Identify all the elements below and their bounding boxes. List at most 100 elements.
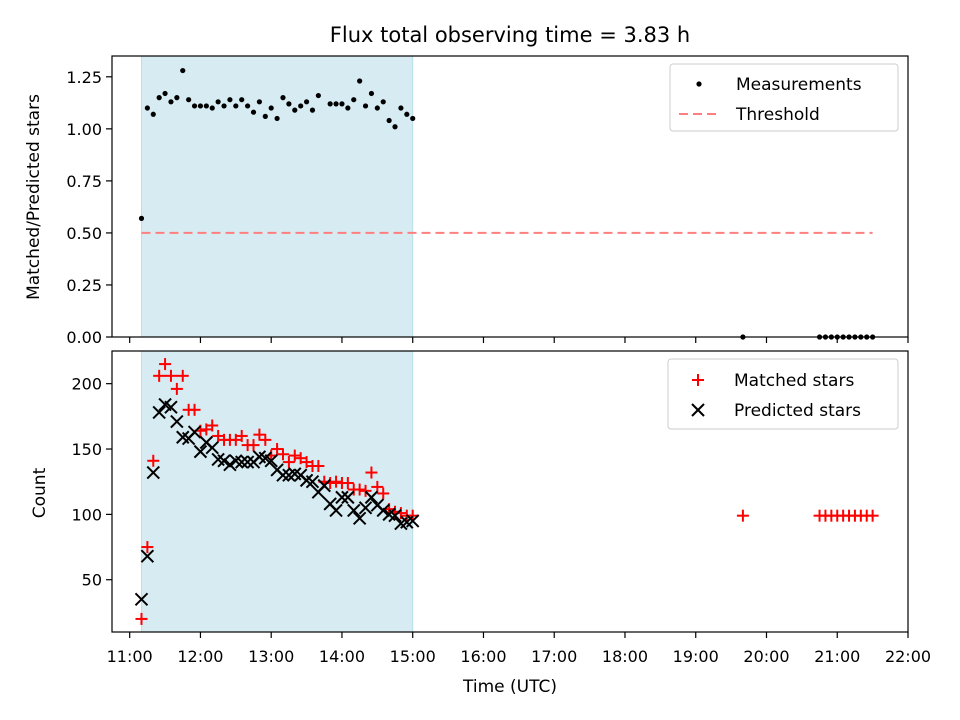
top-y-tick-label: 1.00 xyxy=(66,120,102,139)
predicted-point-b xyxy=(217,454,231,468)
measurement-point xyxy=(392,124,398,130)
predicted-point xyxy=(376,503,390,518)
predicted-point-b xyxy=(388,508,402,523)
measurement-point xyxy=(239,97,245,103)
measurement-point xyxy=(345,105,351,111)
measurement-point xyxy=(138,215,145,221)
top-y-tick-label: 0.75 xyxy=(66,172,102,191)
matched-point xyxy=(288,449,301,462)
predicted-point xyxy=(235,455,249,469)
predicted-point-b xyxy=(317,478,331,493)
matched-point xyxy=(353,483,366,496)
measurement-point xyxy=(327,101,333,107)
predicted-point-b xyxy=(152,405,166,420)
matched-point xyxy=(866,509,879,522)
predicted-point-b xyxy=(341,490,355,505)
matched-point xyxy=(147,454,160,467)
measurement-point xyxy=(410,115,416,122)
matched-point xyxy=(141,541,154,554)
predicted-point-b xyxy=(134,592,149,607)
matched-point xyxy=(206,419,219,432)
bottom-legend-box xyxy=(667,358,899,430)
predicted-point-b xyxy=(335,490,349,505)
predicted-point-b xyxy=(329,503,343,518)
measurement-point xyxy=(209,105,215,111)
top-legend: Measurements Threshold xyxy=(669,63,899,132)
matched-point xyxy=(377,487,390,500)
predicted-point xyxy=(406,514,420,528)
predicted-point xyxy=(341,490,355,505)
measurement-point xyxy=(262,113,268,119)
top-x-ticks xyxy=(129,337,909,343)
measurement-point xyxy=(357,78,363,84)
measurement-point xyxy=(168,99,174,105)
predicted-point xyxy=(152,405,166,420)
x-tick-label: 12:00 xyxy=(177,647,223,666)
top-y-tick-label: 1.25 xyxy=(66,68,102,87)
matched-point xyxy=(271,443,284,456)
predicted-point-b xyxy=(305,474,320,489)
predicted-point-b xyxy=(352,511,367,526)
bottom-y-tick-label: 50 xyxy=(82,571,102,590)
top-y-tick-label: 0.25 xyxy=(66,276,102,295)
x-tick-label: 18:00 xyxy=(602,647,648,666)
measurement-point xyxy=(404,111,410,117)
bottom-y-tick-label: 200 xyxy=(71,375,102,394)
measurement-point xyxy=(156,95,162,101)
measurement-point xyxy=(174,95,180,101)
matched-point xyxy=(176,369,189,382)
measurement-point xyxy=(180,67,186,74)
predicted-point-b xyxy=(187,425,202,439)
matched-point xyxy=(736,509,749,522)
measurement-point xyxy=(374,105,380,111)
predicted-point-b xyxy=(170,414,184,429)
legend-matched-marker xyxy=(692,374,704,386)
measurement-point xyxy=(162,90,168,97)
predicted-point-b xyxy=(223,457,237,472)
matched-point xyxy=(371,480,384,493)
bottom-legend: Matched stars Predicted stars xyxy=(667,358,899,430)
predicted-point-b xyxy=(376,503,390,518)
matched-point xyxy=(170,382,183,395)
predicted-point-b xyxy=(158,397,172,412)
measurement-point xyxy=(380,99,386,105)
legend-predicted-marker xyxy=(691,403,705,417)
matched-point xyxy=(153,369,166,382)
measurement-point xyxy=(191,103,198,109)
measurement-point xyxy=(333,101,339,107)
measurement-point xyxy=(298,103,304,109)
measurement-point xyxy=(292,107,298,113)
predicted-point xyxy=(187,425,202,439)
predicted-point-b xyxy=(176,430,190,444)
x-tick-label: 20:00 xyxy=(743,647,789,666)
predicted-point xyxy=(240,455,255,469)
measurement-point xyxy=(351,97,357,103)
measurement-point xyxy=(245,103,251,109)
predicted-point-b xyxy=(323,497,337,511)
predicted-point-b xyxy=(240,455,255,469)
top-frame xyxy=(111,55,909,338)
predicted-point-b xyxy=(229,454,243,468)
measurement-point xyxy=(203,103,209,109)
matched-point xyxy=(282,456,295,469)
bottom-x-ticks: 11:00 12:00 13:00 14:00 15:00 16:00 17:00 18:00… xyxy=(107,632,931,666)
x-axis-label: Time (UTC) xyxy=(462,677,557,697)
x-tick-label: 17:00 xyxy=(531,647,577,666)
predicted-point-b xyxy=(288,467,302,481)
matched-point xyxy=(341,477,354,490)
predicted-point xyxy=(146,465,160,480)
predicted-point xyxy=(329,503,343,518)
predicted-point-b xyxy=(258,451,273,465)
matched-point xyxy=(235,429,248,442)
predicted-point-b xyxy=(140,549,155,563)
measurement-point xyxy=(274,115,280,122)
matched-point xyxy=(164,369,177,382)
measurement-point xyxy=(221,103,227,109)
measurement-points xyxy=(138,67,876,340)
x-tick-label: 16:00 xyxy=(460,647,506,666)
predicted-point-b xyxy=(276,468,290,482)
matched-point xyxy=(188,403,201,416)
predicted-point-b xyxy=(382,507,396,522)
predicted-point-b xyxy=(299,473,314,488)
predicted-point-b xyxy=(235,455,249,469)
